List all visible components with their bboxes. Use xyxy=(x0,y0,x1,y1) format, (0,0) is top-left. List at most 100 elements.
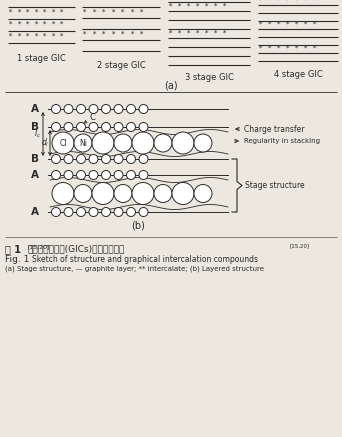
Circle shape xyxy=(89,155,98,163)
Circle shape xyxy=(77,104,86,114)
Text: Cl: Cl xyxy=(59,139,67,148)
Text: *: * xyxy=(92,8,96,17)
Text: 2 stage GIC: 2 stage GIC xyxy=(97,61,145,70)
Text: 3 stage GIC: 3 stage GIC xyxy=(185,73,234,82)
Text: *: * xyxy=(35,21,38,29)
Text: *: * xyxy=(295,45,298,53)
Text: *: * xyxy=(313,45,316,53)
Text: *: * xyxy=(268,21,271,29)
Circle shape xyxy=(154,184,172,202)
Text: *: * xyxy=(259,45,262,53)
Text: C: C xyxy=(90,114,96,122)
Text: Ni: Ni xyxy=(79,139,87,148)
Circle shape xyxy=(52,208,61,216)
Text: *: * xyxy=(60,33,63,41)
Text: *: * xyxy=(121,8,124,17)
Circle shape xyxy=(64,208,73,216)
Text: A: A xyxy=(31,104,39,114)
Circle shape xyxy=(172,183,194,205)
Circle shape xyxy=(102,122,110,132)
Text: 1 stage GIC: 1 stage GIC xyxy=(17,54,66,63)
Text: *: * xyxy=(140,8,143,17)
Circle shape xyxy=(114,134,132,152)
Text: $I_c$: $I_c$ xyxy=(34,128,41,140)
Text: *: * xyxy=(131,8,134,17)
Circle shape xyxy=(52,122,61,132)
Text: *: * xyxy=(277,45,280,53)
Circle shape xyxy=(127,122,135,132)
Circle shape xyxy=(194,184,212,202)
Text: *: * xyxy=(223,30,226,38)
Text: *: * xyxy=(205,3,208,10)
Text: *: * xyxy=(35,33,38,41)
Text: (a) Stage structure, — graphite layer; ** intercalate; (b) Layered structure: (a) Stage structure, — graphite layer; *… xyxy=(5,265,264,271)
Text: *: * xyxy=(196,30,199,38)
Circle shape xyxy=(64,170,73,180)
Text: *: * xyxy=(304,0,307,5)
Circle shape xyxy=(102,208,110,216)
Circle shape xyxy=(77,208,86,216)
Circle shape xyxy=(64,155,73,163)
Circle shape xyxy=(102,104,110,114)
Circle shape xyxy=(114,184,132,202)
Text: Charge transfer: Charge transfer xyxy=(244,125,304,133)
Text: *: * xyxy=(121,31,124,38)
Text: *: * xyxy=(187,30,190,38)
Text: 石墨层间化合物(GICs)的结构示意图: 石墨层间化合物(GICs)的结构示意图 xyxy=(28,244,126,253)
Circle shape xyxy=(77,122,86,132)
Text: *: * xyxy=(92,31,96,38)
Text: *: * xyxy=(140,31,143,38)
Circle shape xyxy=(132,183,154,205)
Circle shape xyxy=(52,183,74,205)
Circle shape xyxy=(132,132,154,154)
Circle shape xyxy=(52,104,61,114)
Text: [15,20]: [15,20] xyxy=(290,243,310,248)
Circle shape xyxy=(52,132,74,154)
Text: *: * xyxy=(9,21,12,29)
Circle shape xyxy=(139,208,148,216)
Text: *: * xyxy=(286,21,289,29)
Text: A: A xyxy=(31,207,39,217)
Circle shape xyxy=(64,104,73,114)
Circle shape xyxy=(89,104,98,114)
Circle shape xyxy=(77,155,86,163)
Text: *: * xyxy=(131,31,134,38)
Text: *: * xyxy=(169,30,172,38)
Circle shape xyxy=(139,122,148,132)
Circle shape xyxy=(114,104,123,114)
Text: Sketch of structure and graphical intercalation compounds: Sketch of structure and graphical interc… xyxy=(32,255,258,264)
Text: *: * xyxy=(43,33,47,41)
Circle shape xyxy=(102,155,110,163)
Text: *: * xyxy=(102,8,105,17)
Circle shape xyxy=(77,170,86,180)
Text: *: * xyxy=(43,21,47,29)
Text: *: * xyxy=(205,30,208,38)
Text: *: * xyxy=(178,30,181,38)
Text: *: * xyxy=(83,8,87,17)
Circle shape xyxy=(92,132,114,154)
Text: *: * xyxy=(26,9,29,17)
Circle shape xyxy=(52,170,61,180)
Circle shape xyxy=(74,184,92,202)
Text: (a): (a) xyxy=(164,80,178,90)
Text: B: B xyxy=(31,122,39,132)
Text: *: * xyxy=(178,3,181,10)
Text: A: A xyxy=(31,170,39,180)
Text: *: * xyxy=(277,21,280,29)
Text: (b): (b) xyxy=(131,220,145,230)
Circle shape xyxy=(102,170,110,180)
Text: *: * xyxy=(304,45,307,53)
Text: *: * xyxy=(52,33,55,41)
Circle shape xyxy=(114,155,123,163)
Circle shape xyxy=(92,183,114,205)
Text: *: * xyxy=(196,3,199,10)
Text: *: * xyxy=(169,3,172,10)
Text: *: * xyxy=(60,21,63,29)
Text: *: * xyxy=(52,9,55,17)
Text: B: B xyxy=(31,154,39,164)
Circle shape xyxy=(127,208,135,216)
Text: *: * xyxy=(313,21,316,29)
Text: *: * xyxy=(268,0,271,5)
Text: *: * xyxy=(286,0,289,5)
Text: *: * xyxy=(9,33,12,41)
